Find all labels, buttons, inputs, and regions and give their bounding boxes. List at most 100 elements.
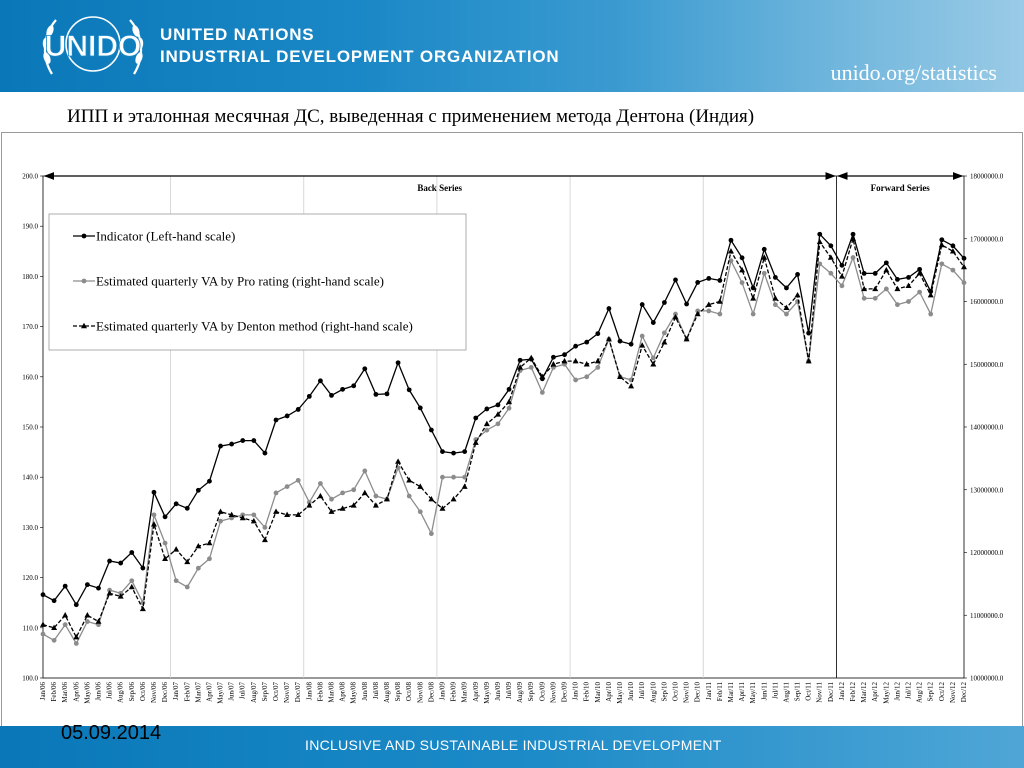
series-2-point xyxy=(417,509,423,515)
series-1-point xyxy=(673,277,678,283)
series-3-point xyxy=(228,511,235,518)
series-1-point xyxy=(417,405,423,411)
series-1-point xyxy=(939,237,945,243)
series-1-point xyxy=(650,320,656,325)
series-3-point xyxy=(761,254,768,260)
x-tick-label: Oct/08 xyxy=(405,682,413,702)
x-tick-label: Apr/12 xyxy=(871,682,879,702)
series-1-point xyxy=(495,402,501,408)
legend-swatch-marker xyxy=(81,278,87,284)
x-tick-label: Jan/06 xyxy=(39,682,47,701)
series-2-point xyxy=(850,255,856,260)
series-1-point xyxy=(872,270,878,276)
series-2-point xyxy=(251,512,257,518)
series-line-3 xyxy=(42,238,965,639)
series-1-point xyxy=(151,489,157,495)
series-3-point xyxy=(284,511,291,518)
series-3-point xyxy=(173,546,180,552)
series-1-point xyxy=(906,275,911,280)
series-3-point xyxy=(739,266,746,273)
left-tick-label: 100.0 xyxy=(22,675,38,683)
series-3-point xyxy=(816,238,823,245)
series-3-point xyxy=(506,398,513,405)
series-3-point xyxy=(95,618,102,624)
series-3-point xyxy=(883,266,890,273)
series-1-point xyxy=(806,330,812,336)
series-3-point xyxy=(150,521,157,527)
series-3-point xyxy=(195,543,202,549)
series-2-point xyxy=(362,468,368,474)
website-link[interactable]: unido.org/statistics xyxy=(830,60,997,85)
series-3-point xyxy=(317,492,324,499)
series-1-point xyxy=(40,592,46,598)
series-1-point xyxy=(950,243,956,249)
series-1-point xyxy=(262,450,268,456)
series-3-point xyxy=(439,505,446,511)
x-tick-label: Feb/07 xyxy=(183,682,191,702)
x-tick-label: Jan/10 xyxy=(572,682,580,701)
series-1-point xyxy=(750,285,756,291)
series-3-point xyxy=(517,364,524,370)
right-tick-label: 16000000.0 xyxy=(970,298,1004,306)
series-1-point xyxy=(107,558,112,564)
series-3-point xyxy=(850,235,857,241)
series-2-point xyxy=(351,487,357,493)
series-1-point xyxy=(406,387,412,393)
x-tick-label: Apr/08 xyxy=(339,682,347,702)
series-2-point xyxy=(62,622,68,628)
x-tick-label: Jul/10 xyxy=(638,682,646,700)
x-tick-label: Feb/11 xyxy=(716,682,724,702)
series-3-point xyxy=(339,505,346,511)
series-2-point xyxy=(295,477,301,483)
series-3-point xyxy=(661,339,668,345)
x-tick-label: Aug/06 xyxy=(117,682,125,704)
series-3-point xyxy=(295,511,302,518)
right-tick-label: 10000000.0 xyxy=(970,675,1004,683)
legend-entry: Estimated quarterly VA by Denton method … xyxy=(96,319,413,334)
left-tick-label: 160.0 xyxy=(22,373,38,381)
series-2-point xyxy=(939,261,945,267)
series-1-point xyxy=(462,449,468,454)
series-2-point xyxy=(284,484,290,490)
x-tick-label: Aug/09 xyxy=(516,682,524,704)
x-tick-label: May/06 xyxy=(83,682,91,704)
series-1-point xyxy=(617,338,623,344)
series-3-point xyxy=(428,495,435,502)
series-2-point xyxy=(329,496,334,502)
series-2-point xyxy=(162,540,168,546)
series-3-point xyxy=(306,502,313,508)
series-2-point xyxy=(218,518,223,524)
series-3-point xyxy=(250,517,257,524)
x-tick-label: Mar/11 xyxy=(727,682,735,703)
series-3-point xyxy=(450,495,457,502)
series-3-point xyxy=(217,508,224,514)
series-3-point xyxy=(461,483,468,489)
x-tick-label: Nov/10 xyxy=(683,682,691,704)
x-tick-label: May/10 xyxy=(616,682,624,704)
left-tick-label: 120.0 xyxy=(22,574,38,582)
left-tick-label: 170.0 xyxy=(22,323,38,331)
x-tick-label: Nov/07 xyxy=(283,682,291,704)
region-label: Back Series xyxy=(417,183,462,193)
series-2-point xyxy=(650,355,656,361)
series-2-point xyxy=(340,490,346,496)
series-2-point xyxy=(84,619,90,624)
series-3-point xyxy=(705,301,712,307)
series-3-point xyxy=(639,342,646,348)
x-tick-label: Dec/08 xyxy=(427,682,435,703)
legend-swatch-marker xyxy=(81,233,87,239)
series-1-point xyxy=(240,438,246,443)
series-3-point xyxy=(938,241,945,248)
series-3-point xyxy=(894,285,901,292)
series-1-point xyxy=(917,266,923,272)
series-1-point xyxy=(162,514,168,520)
series-2-point xyxy=(895,302,900,308)
series-3-point xyxy=(273,508,280,514)
x-tick-label: May/08 xyxy=(350,682,358,704)
x-tick-label: Mar/07 xyxy=(194,682,202,703)
series-1-point xyxy=(273,417,279,423)
x-tick-label: Dec/07 xyxy=(294,682,302,703)
series-3-point xyxy=(117,593,124,599)
x-tick-label: Aug/12 xyxy=(916,682,924,704)
series-2-point xyxy=(883,286,889,292)
